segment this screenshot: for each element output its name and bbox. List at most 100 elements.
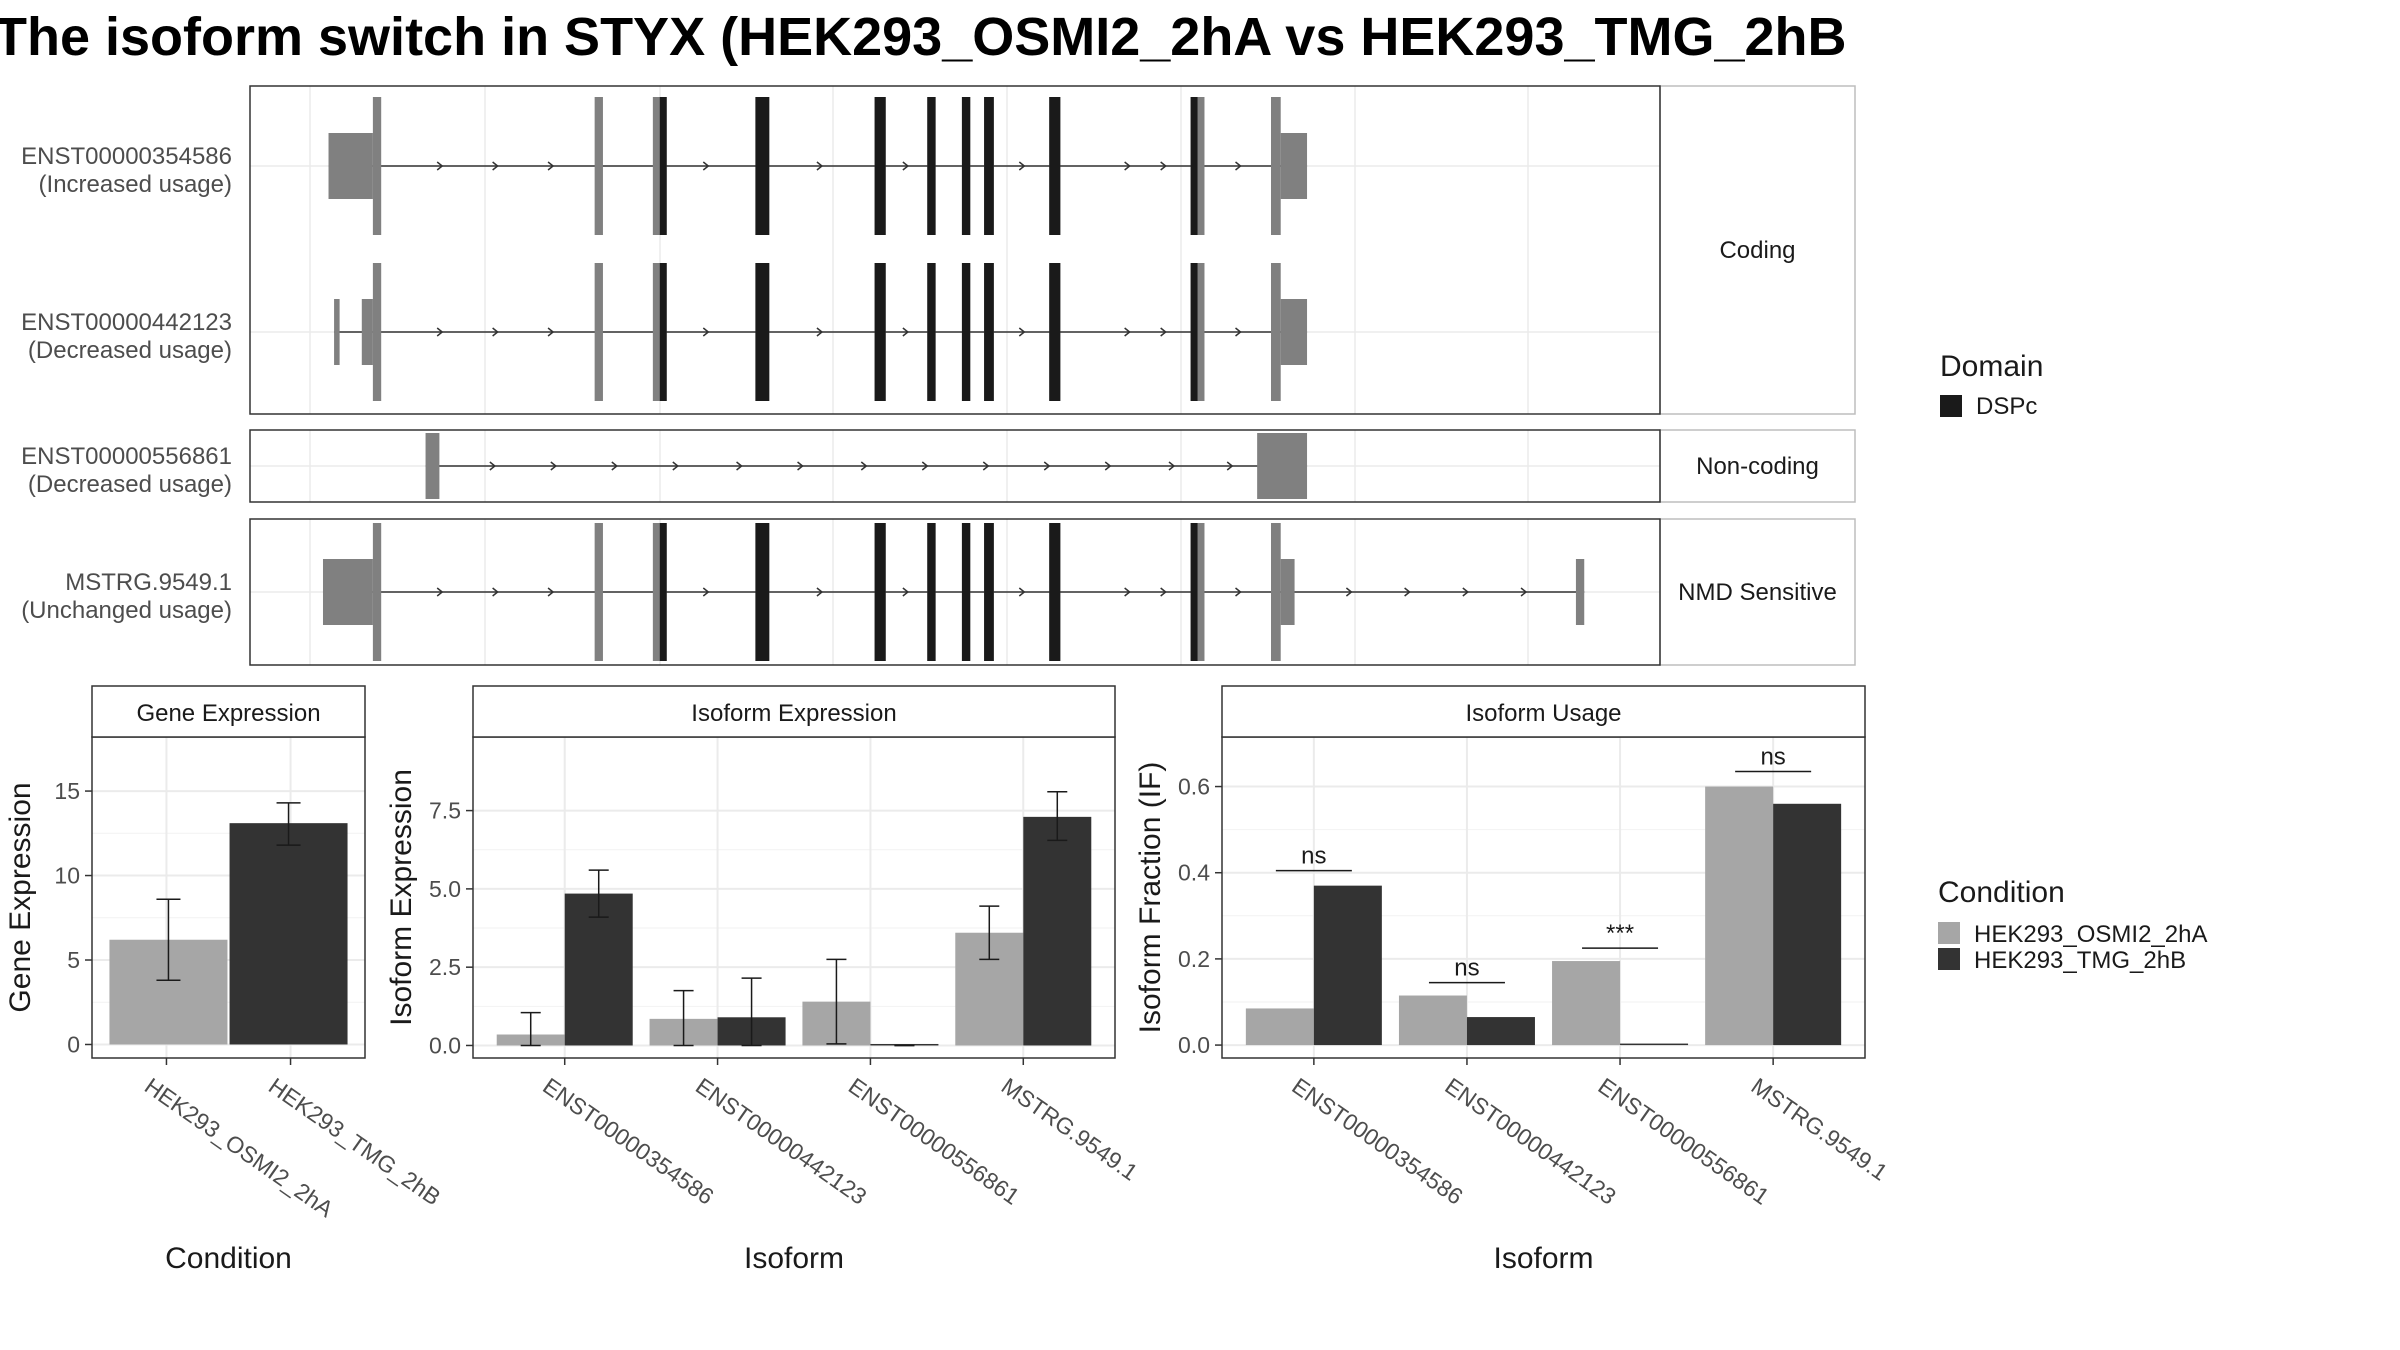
exon [322, 559, 373, 625]
y-tick-label: 0.0 [1178, 1032, 1210, 1058]
domain-dspc [874, 97, 886, 235]
chart-panel: Gene Expression051015HEK293_OSMI2_2hAHEK… [4, 685, 445, 1275]
y-axis-title: Isoform Fraction (IF) [1134, 762, 1167, 1034]
x-tick-label: MSTRG.9549.1 [1747, 1073, 1893, 1186]
direction-arrow [702, 587, 710, 597]
domain-dspc [961, 523, 971, 661]
bar-charts: Gene Expression051015HEK293_OSMI2_2hAHEK… [4, 685, 1893, 1275]
direction-arrow [816, 587, 824, 597]
transcript-track [425, 433, 1308, 499]
direction-arrow [816, 327, 824, 337]
exon [334, 299, 340, 365]
direction-arrow [982, 461, 990, 471]
direction-arrow [1124, 327, 1131, 337]
domain-dspc [1190, 263, 1198, 401]
strip-background [91, 685, 366, 738]
transcript-structure-plot: Coding ENST00000354586(Increased usage) EN… [21, 85, 1856, 666]
strip-label: Gene Expression [136, 700, 320, 727]
direction-arrow [902, 327, 910, 337]
domain-dspc [1190, 97, 1198, 235]
y-tick-label: 5 [67, 947, 80, 973]
x-axis-title: Condition [165, 1242, 292, 1275]
y-axis-title: Gene Expression [4, 782, 37, 1012]
domain-dspc [1049, 523, 1061, 661]
exon [372, 523, 382, 661]
domain-dspc [755, 263, 770, 401]
direction-arrow [1404, 587, 1411, 597]
transcript-name: ENST00000556861 [21, 443, 232, 470]
bar [1023, 816, 1092, 1046]
panel-border [249, 518, 1661, 666]
strip-background [1659, 518, 1856, 666]
direction-arrow [1160, 327, 1167, 337]
significance-label: ns [1760, 743, 1785, 770]
direction-arrow [436, 587, 444, 597]
transcript-track [334, 263, 1308, 401]
y-tick-label: 2.5 [429, 954, 461, 980]
y-tick-label: 10 [54, 863, 80, 889]
direction-arrow [1168, 461, 1176, 471]
exon [425, 433, 440, 499]
domain-dspc [1049, 97, 1061, 235]
y-tick-label: 0.4 [1178, 860, 1210, 886]
domain-dspc [659, 523, 667, 661]
transcript-usage-label: (Unchanged usage) [21, 597, 232, 624]
exon [328, 133, 373, 199]
y-tick-label: 5.0 [429, 876, 461, 902]
direction-arrow [492, 327, 499, 337]
structure-panel: Coding [249, 85, 1856, 415]
domain-dspc [984, 263, 994, 401]
domain-dspc [984, 523, 994, 661]
transcript-name: ENST00000442123 [21, 309, 232, 336]
y-tick-label: 0.0 [429, 1032, 461, 1058]
bar [1313, 885, 1382, 1046]
direction-arrow [797, 461, 804, 471]
direction-arrow [492, 161, 499, 171]
direction-arrow [1124, 161, 1131, 171]
exon [1271, 263, 1281, 401]
domain-dspc [984, 97, 994, 235]
bar [229, 823, 348, 1045]
transcript-usage-label: (Increased usage) [39, 171, 232, 198]
direction-arrow [436, 327, 444, 337]
bar [1620, 1043, 1689, 1046]
strip-background [1659, 429, 1856, 503]
direction-arrow [550, 461, 558, 471]
exon [1280, 133, 1308, 199]
direction-arrow [1520, 587, 1528, 597]
exon [1271, 523, 1281, 661]
exon [361, 299, 373, 365]
exon [1280, 299, 1308, 365]
domain-dspc [755, 97, 770, 235]
legend-condition-swatch [1938, 922, 1960, 944]
chart-panel: Isoform Expression0.02.55.07.5ENST000003… [385, 685, 1143, 1275]
panel-background [250, 86, 1660, 414]
bar [1705, 786, 1774, 1046]
domain-dspc [961, 263, 971, 401]
direction-arrow [547, 327, 555, 337]
exon [1257, 433, 1308, 499]
domain-dspc [659, 263, 667, 401]
legend-condition-swatch [1938, 948, 1960, 970]
strip-label: Coding [1719, 237, 1795, 264]
legend-domain-swatch [1940, 395, 1962, 417]
direction-arrow [702, 161, 710, 171]
direction-arrow [1235, 161, 1242, 171]
direction-arrow [611, 461, 619, 471]
exon [594, 263, 603, 401]
transcript-name: ENST00000354586 [21, 143, 232, 170]
strip-background [472, 685, 1116, 738]
panel-border [249, 429, 1661, 503]
strip-label: NMD Sensitive [1678, 579, 1837, 606]
direction-arrow [702, 327, 710, 337]
legend-domain-title: Domain [1940, 350, 2043, 383]
direction-arrow [1124, 587, 1131, 597]
domain-dspc [927, 97, 936, 235]
domain-dspc [1190, 523, 1198, 661]
direction-arrow [1018, 161, 1026, 171]
legend-condition-title: Condition [1938, 876, 2065, 909]
transcript-track [328, 97, 1308, 235]
exon [594, 97, 603, 235]
exon [372, 97, 382, 235]
